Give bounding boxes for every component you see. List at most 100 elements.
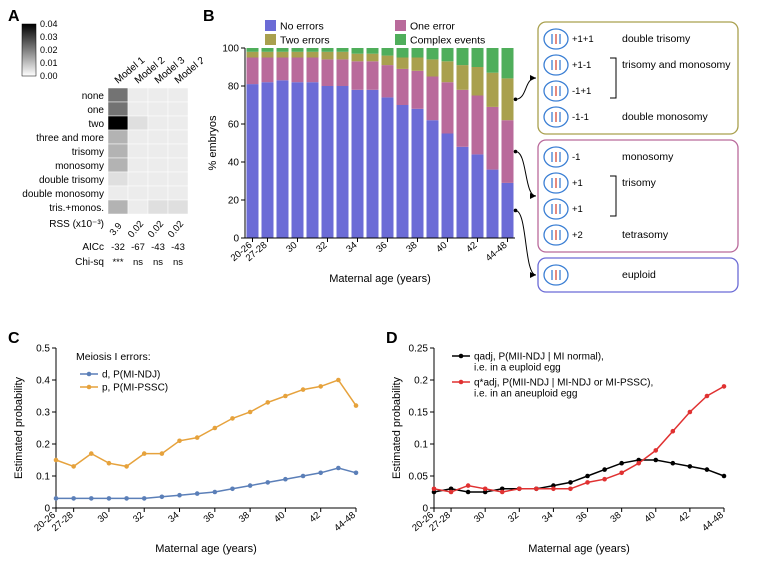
svg-text:Estimated probability: Estimated probability [13, 376, 25, 479]
svg-text:34: 34 [344, 240, 359, 255]
svg-text:Maternal age (years): Maternal age (years) [155, 543, 257, 555]
svg-text:ns: ns [153, 257, 163, 268]
svg-text:trisomy: trisomy [72, 147, 104, 158]
svg-text:tris.+monos.: tris.+monos. [49, 203, 104, 214]
svg-text:42: 42 [307, 510, 322, 525]
svg-text:+1: +1 [572, 204, 583, 215]
svg-text:+2: +2 [572, 230, 583, 241]
svg-text:monosomy: monosomy [55, 161, 104, 172]
svg-text:Chi-sq: Chi-sq [75, 257, 104, 268]
svg-text:40: 40 [228, 158, 240, 169]
svg-text:80: 80 [228, 82, 240, 93]
svg-text:-1-1: -1-1 [572, 112, 589, 123]
svg-text:0.2: 0.2 [414, 376, 428, 387]
svg-text:+1+1: +1+1 [572, 34, 594, 45]
svg-text:Estimated probability: Estimated probability [391, 376, 403, 479]
svg-text:36: 36 [374, 240, 389, 255]
svg-text:44-48: 44-48 [700, 510, 726, 534]
svg-text:32: 32 [131, 510, 146, 525]
panel-b-stacked-bar: No errors One error Two errors Complex even… [203, 16, 754, 331]
svg-text:qadj, P(MII-NDJ | MI normal),: qadj, P(MII-NDJ | MI normal), [474, 352, 604, 363]
svg-text:trisomy and monosomy: trisomy and monosomy [622, 59, 731, 71]
svg-text:tetrasomy: tetrasomy [622, 229, 669, 241]
svg-text:42: 42 [464, 240, 479, 255]
figure: A B C D 0.040.030.020.010.00Model 1Model… [8, 8, 754, 578]
svg-text:Maternal age (years): Maternal age (years) [528, 543, 630, 555]
svg-text:-1+1: -1+1 [572, 86, 591, 97]
svg-text:0.15: 0.15 [409, 408, 429, 419]
svg-text:RSS (x10⁻³): RSS (x10⁻³) [49, 219, 104, 230]
svg-text:44-48: 44-48 [332, 510, 358, 534]
svg-text:0.04: 0.04 [40, 19, 58, 29]
svg-text:0.05: 0.05 [409, 472, 429, 483]
svg-text:% embryos: % embryos [207, 115, 219, 171]
svg-text:100: 100 [222, 44, 239, 55]
svg-text:44-48: 44-48 [484, 240, 510, 264]
svg-text:0.1: 0.1 [414, 440, 428, 451]
svg-text:0.01: 0.01 [40, 58, 58, 68]
svg-text:p, P(MI-PSSC): p, P(MI-PSSC) [102, 383, 168, 394]
svg-text:Complex events: Complex events [410, 35, 485, 47]
svg-text:0.02: 0.02 [40, 45, 58, 55]
svg-text:d, P(MI-NDJ): d, P(MI-NDJ) [102, 370, 160, 381]
svg-text:double trisomy: double trisomy [39, 175, 104, 186]
panel-c-line-chart: 00.10.20.30.40.5Estimated probability20-… [8, 338, 386, 578]
svg-text:euploid: euploid [622, 269, 656, 281]
svg-text:60: 60 [228, 120, 240, 131]
svg-text:0.03: 0.03 [40, 32, 58, 42]
svg-text:+1: +1 [572, 178, 583, 189]
svg-text:Meiosis I errors:: Meiosis I errors: [76, 351, 151, 363]
svg-text:30: 30 [96, 510, 111, 525]
svg-text:34: 34 [540, 510, 555, 525]
svg-text:Two errors: Two errors [280, 35, 330, 47]
svg-text:-67: -67 [131, 242, 145, 253]
svg-text:30: 30 [284, 240, 299, 255]
svg-text:3.9: 3.9 [108, 221, 125, 238]
svg-text:36: 36 [574, 510, 589, 525]
svg-text:No errors: No errors [280, 21, 324, 33]
svg-text:40: 40 [434, 240, 449, 255]
svg-text:38: 38 [237, 510, 252, 525]
svg-text:double monosomy: double monosomy [622, 111, 709, 123]
svg-text:none: none [82, 91, 105, 102]
svg-text:two: two [88, 119, 104, 130]
svg-text:30: 30 [472, 510, 487, 525]
svg-text:0.02: 0.02 [146, 219, 166, 240]
svg-text:0.02: 0.02 [166, 219, 186, 240]
svg-text:0.2: 0.2 [36, 440, 50, 451]
svg-text:q*adj, P(MII-NDJ | MI-NDJ or M: q*adj, P(MII-NDJ | MI-NDJ or MI-PSSC), [474, 378, 653, 389]
svg-text:0.5: 0.5 [36, 344, 50, 355]
panel-d-line-chart: 00.050.10.150.20.25Estimated probability… [386, 338, 754, 578]
svg-text:0.3: 0.3 [36, 408, 50, 419]
svg-text:0.00: 0.00 [40, 71, 58, 81]
svg-text:***: *** [112, 257, 123, 268]
svg-text:32: 32 [506, 510, 521, 525]
svg-text:three and more: three and more [36, 133, 104, 144]
svg-text:+1-1: +1-1 [572, 60, 591, 71]
svg-text:0.1: 0.1 [36, 472, 50, 483]
svg-text:i.e. in a euploid egg: i.e. in a euploid egg [474, 363, 561, 374]
svg-text:40: 40 [643, 510, 658, 525]
svg-text:0.02: 0.02 [126, 219, 146, 240]
svg-text:i.e. in an aneuploid egg: i.e. in an aneuploid egg [474, 389, 577, 400]
svg-text:36: 36 [202, 510, 217, 525]
svg-text:ns: ns [173, 257, 183, 268]
svg-text:-1: -1 [572, 152, 580, 163]
svg-text:38: 38 [608, 510, 623, 525]
svg-text:-43: -43 [171, 242, 185, 253]
svg-text:trisomy: trisomy [622, 177, 657, 189]
svg-text:Maternal age (years): Maternal age (years) [329, 273, 431, 285]
svg-text:double trisomy: double trisomy [622, 33, 691, 45]
svg-text:0.25: 0.25 [409, 344, 429, 355]
svg-text:34: 34 [166, 510, 181, 525]
panel-a-heatmap: 0.040.030.020.010.00Model 1Model 2Model … [8, 16, 203, 331]
svg-text:One error: One error [410, 21, 455, 33]
svg-text:double monosomy: double monosomy [22, 189, 104, 200]
svg-text:40: 40 [272, 510, 287, 525]
svg-text:32: 32 [314, 240, 329, 255]
svg-text:monosomy: monosomy [622, 151, 674, 163]
svg-text:-43: -43 [151, 242, 165, 253]
svg-text:AICc: AICc [82, 242, 104, 253]
svg-text:ns: ns [133, 257, 143, 268]
svg-text:38: 38 [404, 240, 419, 255]
